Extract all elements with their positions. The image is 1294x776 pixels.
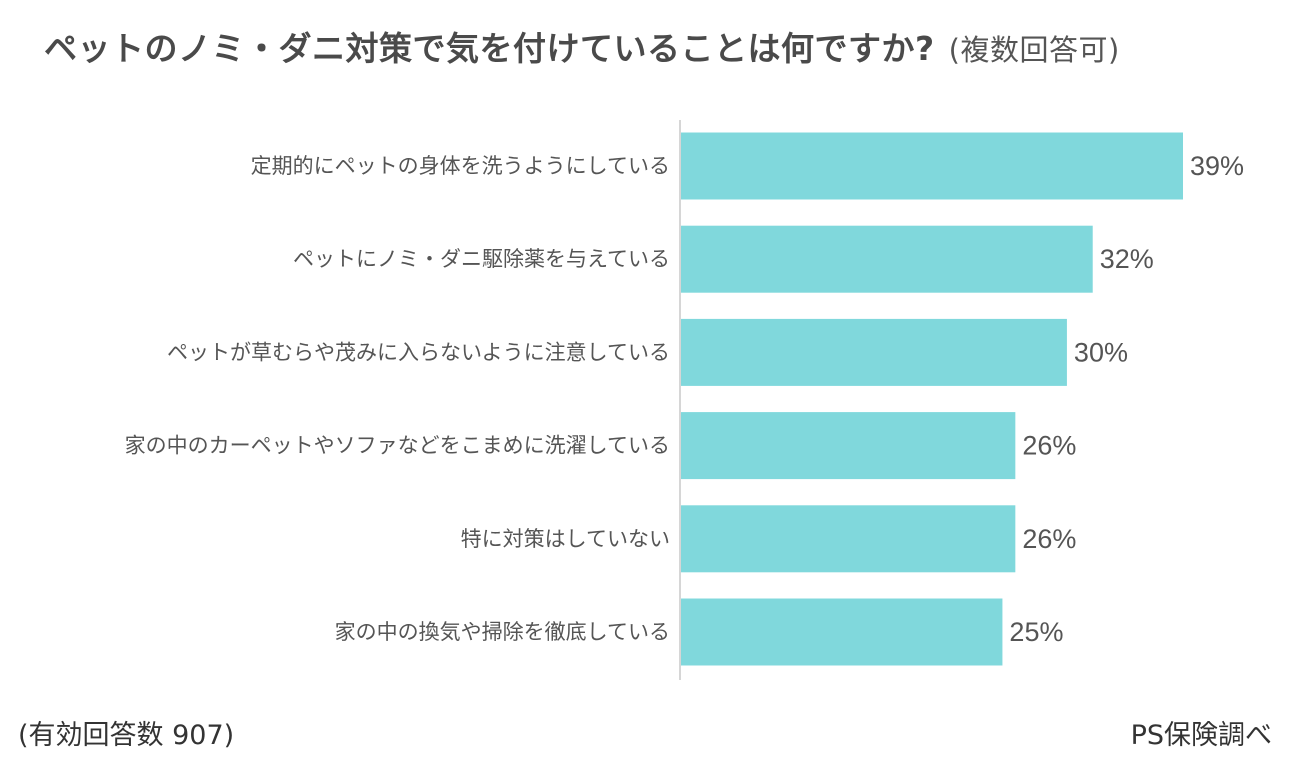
value-label-3: 26%: [1022, 431, 1076, 461]
category-label-4: 特に対策はしていない: [461, 527, 670, 551]
bar-chart: 定期的にペットの身体を洗うようにしているペットにノミ・ダニ駆除薬を与えているペッ…: [125, 120, 1244, 680]
source-note: PS保険調べ: [1130, 720, 1272, 751]
bar-3: [681, 412, 1016, 480]
bar-0: [681, 132, 1183, 200]
value-label-1: 32%: [1100, 244, 1154, 274]
bar-5: [681, 598, 1003, 666]
value-label-5: 25%: [1009, 617, 1063, 647]
sample-size-note: (有効回答数 907): [18, 720, 235, 751]
bar-4: [681, 505, 1016, 573]
value-label-4: 26%: [1022, 524, 1076, 554]
category-label-3: 家の中のカーペットやソファなどをこまめに洗濯している: [125, 434, 670, 458]
category-label-1: ペットにノミ・ダニ駆除薬を与えている: [293, 247, 670, 271]
bar-2: [681, 318, 1067, 386]
chart-title-text: ペットのノミ・ダニ対策で気を付けていることは何ですか?: [44, 29, 935, 68]
value-labels-group: 39% 32% 30% 26% 26% 25%: [1009, 151, 1244, 647]
category-label-5: 家の中の換気や掃除を徹底している: [335, 620, 670, 644]
bar-1: [681, 225, 1093, 293]
chart-subtitle: (複数回答可): [948, 33, 1120, 67]
category-labels-group: 定期的にペットの身体を洗うようにしているペットにノミ・ダニ駆除薬を与えているペッ…: [125, 154, 670, 644]
category-label-2: ペットが草むらや茂みに入らないように注意している: [167, 340, 670, 364]
chart-title: ペットのノミ・ダニ対策で気を付けていることは何ですか? (複数回答可): [44, 22, 1120, 70]
category-label-0: 定期的にペットの身体を洗うようにしている: [251, 154, 670, 178]
bars-group: [681, 132, 1183, 666]
value-label-2: 30%: [1074, 337, 1128, 367]
value-label-0: 39%: [1190, 151, 1244, 181]
